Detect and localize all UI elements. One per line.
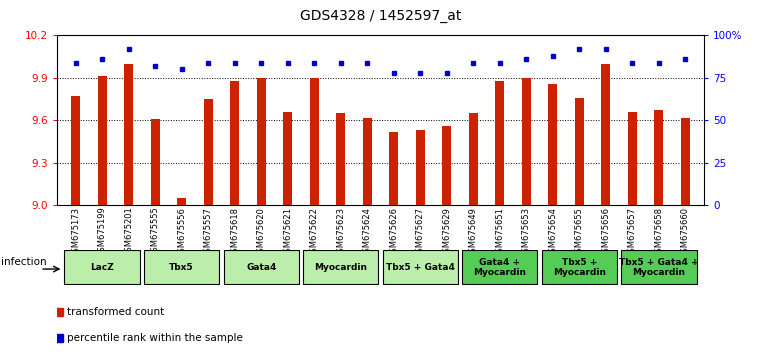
Bar (383, 250, 458, 284)
Bar (442, 126, 451, 205)
Bar (151, 119, 160, 205)
Bar (575, 98, 584, 205)
Bar (542, 250, 617, 284)
Bar (97, 76, 107, 205)
Bar (124, 64, 133, 205)
Bar (621, 250, 696, 284)
Text: GDS4328 / 1452597_at: GDS4328 / 1452597_at (300, 9, 461, 23)
Text: Tbx5: Tbx5 (170, 263, 194, 272)
Bar (336, 113, 345, 205)
Text: Tbx5 + Gata4 +
Myocardin: Tbx5 + Gata4 + Myocardin (619, 258, 699, 277)
Text: percentile rank within the sample: percentile rank within the sample (67, 333, 243, 343)
Bar (548, 84, 558, 205)
Bar (303, 250, 378, 284)
Text: transformed count: transformed count (67, 307, 164, 318)
Bar (203, 99, 213, 205)
Bar (601, 64, 610, 205)
Bar (389, 132, 399, 205)
Bar (224, 250, 299, 284)
Bar (362, 118, 372, 205)
Text: infection: infection (2, 257, 47, 267)
Bar (522, 78, 531, 205)
Bar (65, 250, 140, 284)
Text: Gata4: Gata4 (246, 263, 276, 272)
Bar (628, 112, 637, 205)
Text: Tbx5 +
Myocardin: Tbx5 + Myocardin (552, 258, 606, 277)
Text: Myocardin: Myocardin (314, 263, 368, 272)
Bar (283, 112, 292, 205)
Bar (71, 96, 80, 205)
Text: LacZ: LacZ (91, 263, 114, 272)
Bar (310, 78, 319, 205)
Bar (495, 81, 505, 205)
Bar (144, 250, 219, 284)
Bar (469, 113, 478, 205)
Bar (230, 81, 239, 205)
Bar (256, 78, 266, 205)
Bar (681, 118, 690, 205)
Bar (416, 130, 425, 205)
Text: Tbx5 + Gata4: Tbx5 + Gata4 (386, 263, 455, 272)
Bar (177, 198, 186, 205)
Bar (654, 110, 664, 205)
Text: Gata4 +
Myocardin: Gata4 + Myocardin (473, 258, 527, 277)
Bar (462, 250, 537, 284)
